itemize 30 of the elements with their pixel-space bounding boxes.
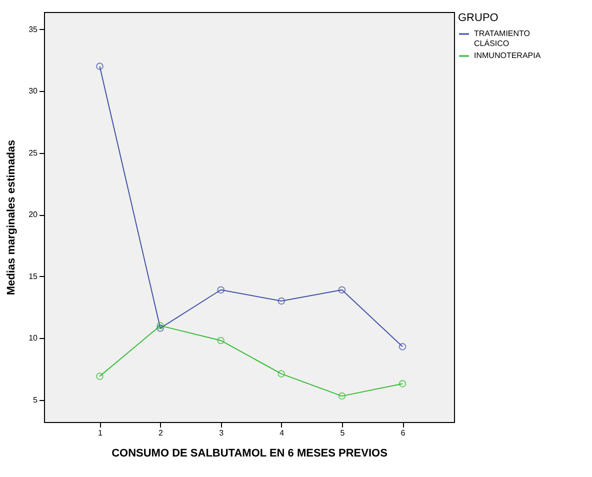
point xyxy=(338,392,346,400)
x-tick-label: 5 xyxy=(340,428,346,438)
y-axis-title: Medias marginales estimadas xyxy=(6,140,18,296)
point xyxy=(96,62,104,70)
point xyxy=(398,343,406,350)
point xyxy=(217,336,224,344)
x-tick-label: 2 xyxy=(158,428,164,438)
y-tick-label: 20 xyxy=(28,210,38,220)
x-tick-label: 4 xyxy=(280,428,285,438)
point xyxy=(156,324,164,332)
legend-title: GRUPO xyxy=(458,12,499,24)
point xyxy=(338,286,346,294)
point xyxy=(96,372,104,380)
point xyxy=(278,370,286,378)
y-tick-label: 5 xyxy=(33,395,38,404)
point xyxy=(398,380,406,388)
x-axis-title: CONSUMO DE SALBUTAMOL EN 6 MESES PREVIOS xyxy=(112,448,388,460)
x-tick-label: 6 xyxy=(400,428,406,438)
y-tick-label: 15 xyxy=(28,272,38,281)
point xyxy=(156,322,164,330)
y-tick-label: 10 xyxy=(28,334,38,343)
x-tick-label: 3 xyxy=(219,428,224,438)
point xyxy=(278,297,286,305)
x-tick-label: 1 xyxy=(98,428,103,438)
legend-label: INMUNOTERAPIA xyxy=(474,51,542,60)
y-tick-label: 25 xyxy=(28,148,38,158)
y-tick-label: 30 xyxy=(28,86,38,96)
y-tick-label: 35 xyxy=(28,24,38,34)
legend-label: TRATAMIENTO CLÁSICO xyxy=(474,29,530,48)
point xyxy=(217,286,224,294)
